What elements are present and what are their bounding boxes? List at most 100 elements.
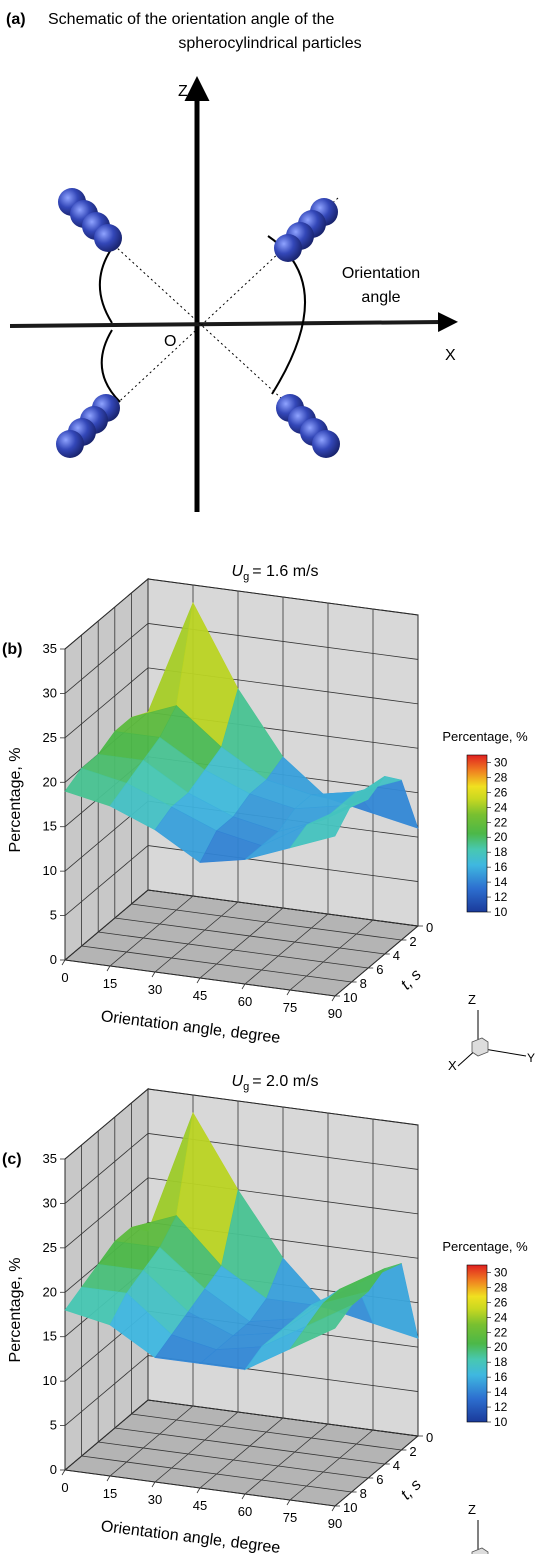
- origin-label: O: [164, 333, 176, 350]
- colorbar-tick-label: 16: [494, 1370, 508, 1384]
- colorbar-tick-label: 28: [494, 770, 508, 784]
- colorbar-tick-label: 30: [494, 1265, 508, 1279]
- z-tick-label: 25: [43, 730, 57, 745]
- panel-label: (b): [2, 641, 22, 658]
- y-tick-label: 8: [360, 1486, 367, 1501]
- particle: [56, 394, 120, 458]
- chart-title: Ug = 1.6 m/s: [232, 563, 319, 583]
- grid-line: [131, 903, 402, 941]
- x-tick-label: 90: [328, 1516, 342, 1531]
- y-tick-label: 6: [376, 1472, 383, 1487]
- tick-mark: [151, 971, 156, 978]
- angle-arc: [100, 329, 121, 403]
- grid-line: [289, 919, 374, 991]
- x-tick-label: 75: [283, 1510, 297, 1525]
- schematic: (a) Schematic of the orientation angle o…: [6, 11, 458, 512]
- grid-line: [64, 1177, 149, 1249]
- colorbar-tick-label: 22: [494, 815, 508, 829]
- axis-label: Z: [178, 83, 188, 100]
- colorbar-tick-label: 22: [494, 1325, 508, 1339]
- y-tick-label: 2: [409, 1444, 416, 1459]
- title-line: Schematic of the orientation angle of th…: [48, 11, 335, 28]
- grid-line: [244, 913, 329, 985]
- y-tick-label: 10: [343, 1500, 357, 1515]
- triad-label: Z: [468, 1502, 476, 1517]
- annotation: Orientation: [342, 265, 420, 282]
- surface-cell: [289, 803, 353, 849]
- annotation: angle: [361, 289, 400, 306]
- colorbar-tick-label: 18: [494, 845, 508, 859]
- grid-line: [114, 1427, 385, 1465]
- tick-mark: [61, 1469, 66, 1476]
- dotted-line: [91, 224, 306, 421]
- x-axis-title: Orientation angle, degree: [100, 1518, 281, 1554]
- y-tick-label: 8: [360, 976, 367, 991]
- colorbar-tick-label: 14: [494, 1385, 508, 1399]
- x-tick-label: 30: [148, 1492, 162, 1507]
- x-tick-label: 0: [61, 1480, 68, 1495]
- grid-line: [154, 1411, 239, 1483]
- particle: [276, 394, 340, 458]
- z-tick-label: 15: [43, 819, 57, 834]
- x-tick-label: 30: [148, 982, 162, 997]
- grid-line: [98, 1441, 369, 1479]
- colorbar-title: Percentage, %: [442, 729, 528, 744]
- panel-label: (c): [2, 1151, 22, 1168]
- title-symbol: U: [232, 563, 244, 580]
- colorbar-tick-label: 10: [494, 1415, 508, 1429]
- grid-line: [64, 1399, 149, 1471]
- z-tick-label: 35: [43, 1151, 57, 1166]
- grid-line: [64, 578, 149, 650]
- dotted-line: [79, 197, 339, 439]
- grid-line: [154, 901, 239, 973]
- grid-line: [64, 1133, 149, 1204]
- grid-line: [64, 959, 336, 997]
- z-tick-label: 5: [50, 908, 57, 923]
- colorbar-tick-label: 14: [494, 875, 508, 889]
- y-tick-label: 10: [343, 990, 357, 1005]
- y-axis-title: t, s: [398, 1476, 425, 1503]
- y-axis-title: t, s: [398, 966, 425, 993]
- x-tick-label: 45: [193, 988, 207, 1003]
- z-tick-label: 10: [43, 863, 57, 878]
- particle: [274, 198, 338, 262]
- colorbar: [466, 754, 488, 913]
- colorbar-tick-label: 26: [494, 785, 508, 799]
- grid-line: [199, 1417, 284, 1489]
- x-tick-label: 60: [238, 994, 252, 1009]
- x-axis-title: Orientation angle, degree: [100, 1008, 281, 1047]
- triad-label: X: [448, 1058, 457, 1073]
- x-tick-label: 0: [61, 970, 68, 985]
- tick-mark: [106, 1475, 111, 1482]
- grid-line: [64, 889, 149, 961]
- particle: [58, 188, 122, 252]
- x-axis: [9, 312, 458, 333]
- x-tick-label: 45: [193, 1498, 207, 1513]
- grid-line: [64, 1469, 336, 1507]
- triad-label: Y: [527, 1051, 535, 1065]
- grid-line: [64, 845, 149, 916]
- z-tick-label: 0: [50, 952, 57, 967]
- y-tick-label: 0: [426, 1430, 433, 1445]
- y-tick-label: 2: [409, 934, 416, 949]
- colorbar-tick-label: 10: [494, 905, 508, 919]
- z-axis-title: Percentage, %: [7, 748, 24, 853]
- colorbar-tick-label: 20: [494, 830, 508, 844]
- z-tick-label: 30: [43, 1195, 57, 1210]
- x-tick-label: 60: [238, 1504, 252, 1519]
- y-tick-label: 0: [426, 920, 433, 935]
- x-tick-label: 75: [283, 1000, 297, 1015]
- grid-line: [64, 667, 149, 739]
- panel-label: (a): [6, 11, 26, 28]
- grid-line: [147, 889, 419, 927]
- grid-line: [81, 1455, 352, 1493]
- grid-line: [147, 1399, 419, 1437]
- title-symbol: U: [232, 1073, 244, 1090]
- colorbar-tick-label: 26: [494, 1295, 508, 1309]
- grid-line: [64, 1355, 149, 1426]
- colorbar-tick-label: 16: [494, 860, 508, 874]
- grid-line: [334, 1435, 419, 1507]
- z-tick-label: 30: [43, 685, 57, 700]
- colorbar-tick-label: 18: [494, 1355, 508, 1369]
